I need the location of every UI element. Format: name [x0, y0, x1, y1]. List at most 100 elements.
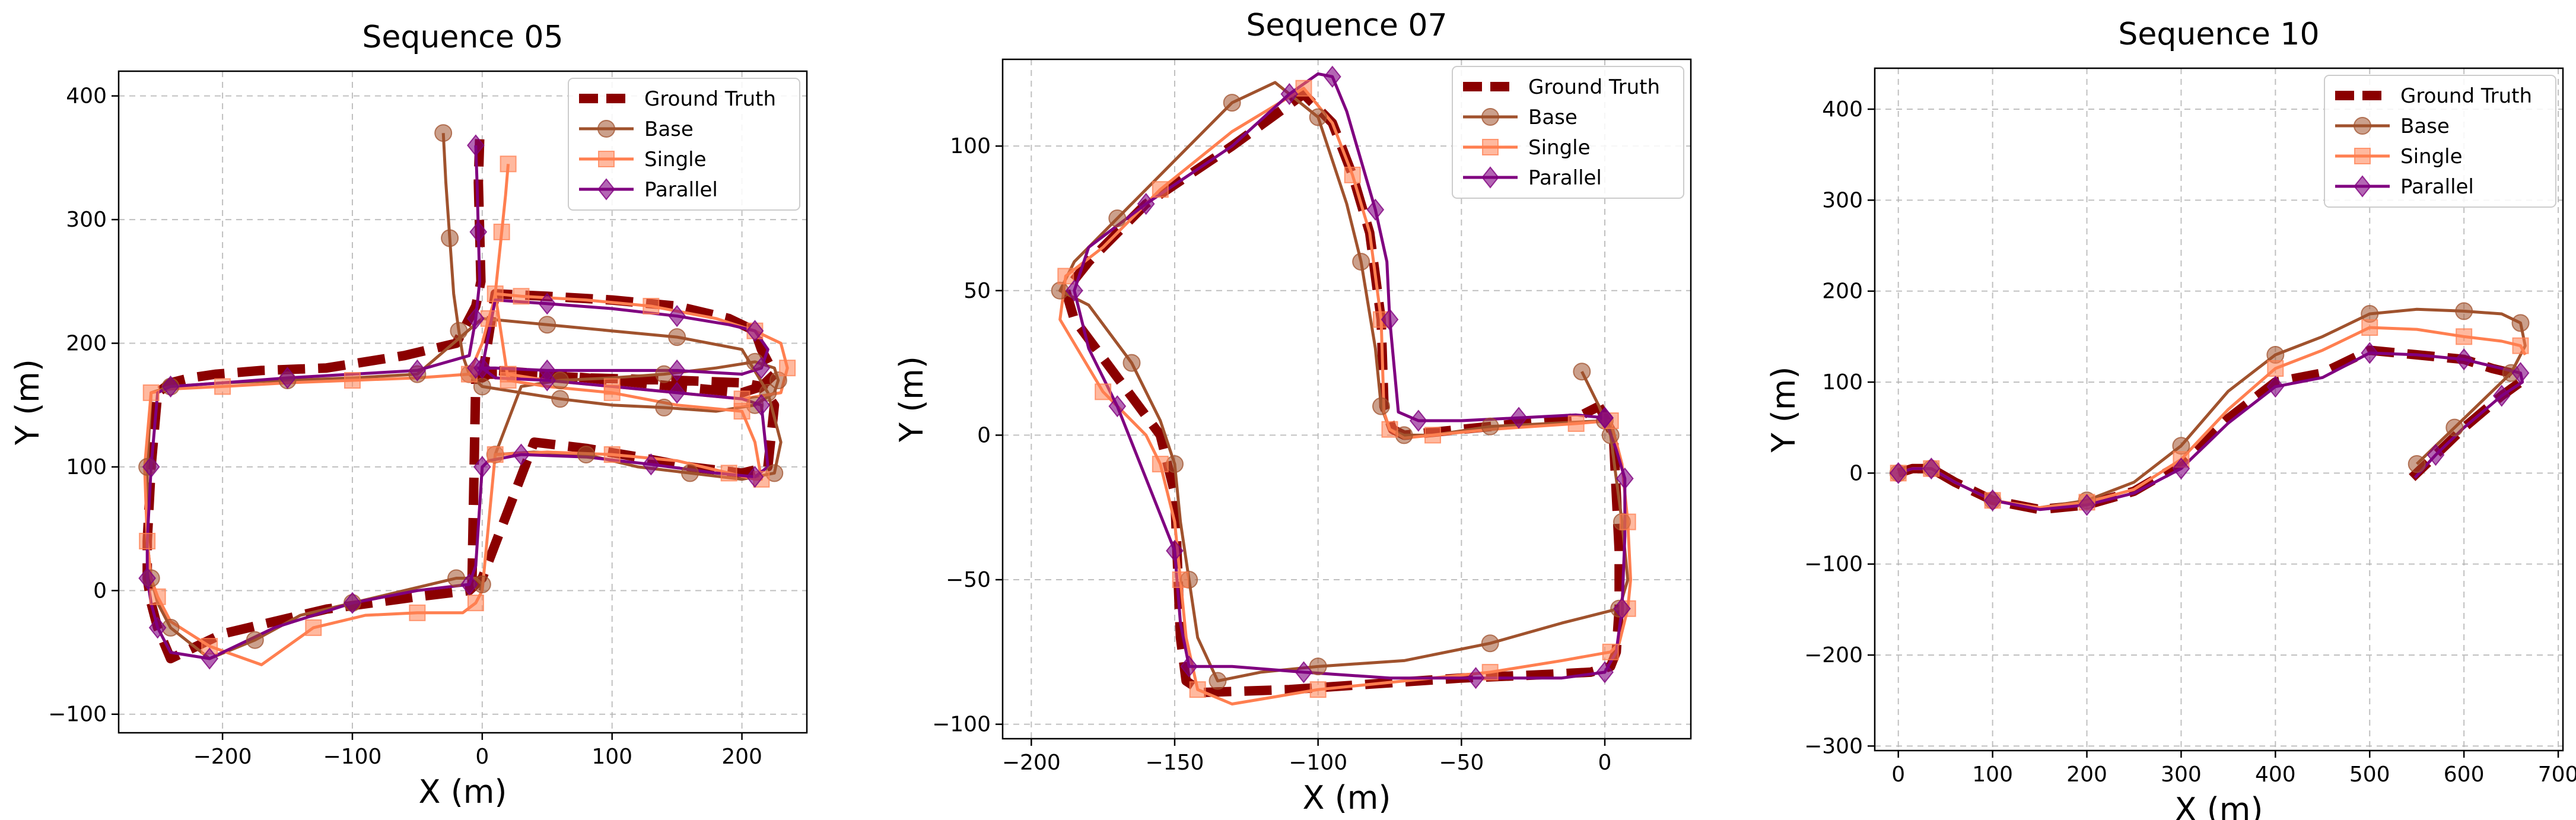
series-marker-single	[2267, 360, 2284, 377]
series-marker-single	[603, 378, 621, 395]
series-marker-single	[2456, 328, 2473, 345]
x-tick-label: 0	[1598, 751, 1612, 775]
series-marker-parallel	[138, 567, 157, 590]
series-marker-base	[1108, 209, 1127, 227]
series-marker-parallel	[1613, 597, 1631, 620]
legend-label-single: Single	[644, 148, 707, 171]
series-marker-single	[149, 588, 166, 605]
legend-label-ground-truth: Ground Truth	[2400, 84, 2532, 108]
series-marker-single	[1602, 643, 1619, 660]
plot-area	[1889, 302, 2530, 516]
series-marker-parallel	[161, 375, 180, 398]
series-marker-parallel	[1280, 82, 1299, 106]
series-line-ground-truth	[142, 139, 780, 663]
legend: Ground Truth Base Single Parallel	[568, 78, 800, 211]
series-marker-single	[1567, 415, 1585, 432]
y-axis-label: Y (m)	[893, 356, 930, 443]
series-marker-parallel	[467, 357, 485, 379]
series-marker-single	[214, 378, 231, 395]
series-marker-parallel	[408, 359, 427, 382]
series-marker-parallel	[752, 357, 771, 379]
legend: Ground Truth Base Single Parallel	[2324, 75, 2556, 208]
series-marker-base	[681, 464, 699, 482]
legend-marker-single	[1482, 139, 1499, 155]
series-marker-base	[2445, 418, 2464, 437]
series-marker-base	[655, 398, 673, 417]
series-marker-parallel	[1166, 539, 1184, 562]
series-marker-parallel	[1381, 308, 1399, 331]
series-marker-base	[246, 631, 264, 649]
series-marker-base	[668, 328, 686, 347]
x-tick-label: −150	[1146, 751, 1204, 775]
legend-label-parallel: Parallel	[2400, 175, 2474, 199]
series-marker-base	[1122, 354, 1141, 372]
series-marker-base	[577, 446, 595, 464]
legend-marker-base	[1481, 108, 1499, 126]
legend-marker-parallel	[1481, 166, 1499, 189]
series-marker-single	[1309, 681, 1327, 698]
x-tick-label: −200	[193, 745, 252, 769]
series-marker-parallel	[668, 382, 686, 404]
y-tick-label: 0	[93, 579, 107, 603]
series-marker-base	[1223, 94, 1241, 112]
series-marker-parallel	[1510, 406, 1528, 429]
y-tick-label: 300	[1822, 188, 1863, 212]
y-tick-label: 100	[1822, 370, 1863, 395]
series-marker-single	[1189, 681, 1206, 698]
series-marker-parallel	[467, 134, 485, 157]
series-marker-parallel	[2078, 494, 2096, 516]
y-tick-label: 0	[1849, 461, 1863, 485]
series-marker-single	[2512, 337, 2529, 354]
series-marker-single	[486, 285, 504, 303]
series-marker-parallel	[538, 293, 556, 315]
y-tick-label: 400	[66, 84, 107, 109]
series-marker-base	[1166, 455, 1184, 473]
x-tick-label: −200	[1002, 751, 1061, 775]
series-marker-parallel	[746, 465, 764, 488]
series-marker-base	[2511, 314, 2530, 332]
y-tick-label: 100	[950, 134, 991, 158]
y-tick-label: 200	[1822, 279, 1863, 304]
series-marker-parallel	[473, 456, 491, 478]
series-marker-single	[513, 288, 530, 305]
series-marker-base	[434, 124, 453, 142]
series-marker-base	[441, 229, 459, 247]
x-axis-label: X (m)	[1303, 779, 1391, 816]
legend-label-ground-truth: Ground Truth	[1528, 75, 1660, 99]
series-marker-parallel	[1137, 193, 1155, 215]
series-marker-parallel	[2361, 342, 2379, 364]
series-marker-parallel	[467, 307, 485, 330]
series-marker-parallel	[1467, 667, 1485, 689]
series-marker-single	[139, 532, 156, 549]
series-marker-parallel	[1596, 406, 1614, 429]
series-marker-parallel	[1108, 395, 1127, 418]
series-marker-single	[486, 446, 504, 463]
series-marker-base	[1352, 253, 1370, 271]
series-marker-base	[551, 390, 570, 408]
x-tick-label: 0	[1891, 762, 1905, 787]
series-marker-base	[1309, 108, 1327, 126]
x-tick-label: 100	[591, 745, 632, 769]
y-axis-label: Y (m)	[1765, 367, 1802, 453]
x-tick-label: 600	[2444, 762, 2485, 787]
legend-marker-parallel	[2354, 175, 2371, 198]
series-marker-single	[1095, 383, 1112, 401]
series-marker-single	[467, 595, 484, 612]
series-marker-single	[1152, 456, 1169, 473]
series-marker-parallel	[746, 320, 764, 342]
series-marker-single	[1152, 181, 1169, 198]
x-tick-label: 0	[475, 745, 489, 769]
series-marker-parallel	[1409, 409, 1427, 432]
series-marker-single	[1057, 268, 1074, 285]
series-marker-parallel	[512, 443, 530, 466]
series-marker-base	[759, 383, 777, 402]
series-marker-single	[500, 365, 517, 383]
series-marker-base	[450, 322, 468, 340]
y-tick-label: 200	[66, 332, 107, 356]
series-marker-parallel	[344, 592, 361, 614]
axes-frame	[1874, 67, 2564, 752]
series-marker-parallel	[1615, 467, 1634, 490]
legend-box	[568, 78, 800, 211]
legend-marker-base	[597, 120, 615, 138]
series-marker-base	[1372, 397, 1390, 415]
